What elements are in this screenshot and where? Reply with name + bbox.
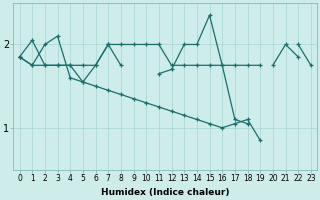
X-axis label: Humidex (Indice chaleur): Humidex (Indice chaleur) — [101, 188, 229, 197]
